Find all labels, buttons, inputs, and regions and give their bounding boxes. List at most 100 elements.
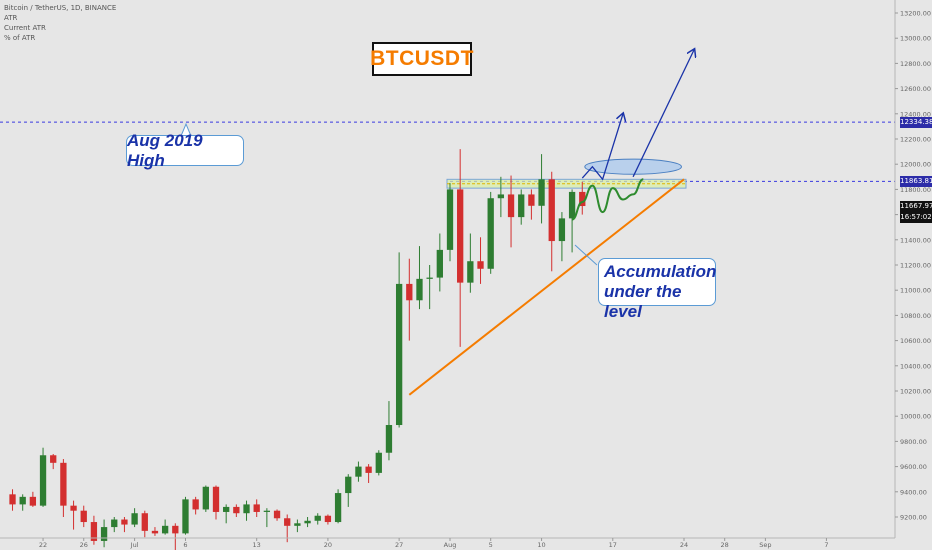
accumulation-path[interactable] <box>571 178 644 221</box>
price-tick-label: 12800.00 <box>900 60 931 68</box>
candle[interactable] <box>50 454 57 470</box>
candle[interactable] <box>385 401 393 461</box>
candle[interactable] <box>151 527 159 536</box>
candle[interactable] <box>406 258 413 341</box>
candle[interactable] <box>100 519 108 548</box>
candle[interactable] <box>39 447 47 507</box>
accumulation-line-1: Accumulation <box>604 262 717 281</box>
candle[interactable] <box>233 504 240 517</box>
candle-body <box>477 261 484 269</box>
candle[interactable] <box>446 183 454 262</box>
candle[interactable] <box>70 500 77 530</box>
candle[interactable] <box>121 517 128 533</box>
candle[interactable] <box>304 517 311 528</box>
legend-atr: ATR <box>4 14 18 22</box>
candle[interactable] <box>477 237 484 284</box>
candle[interactable] <box>9 489 16 511</box>
candle-body <box>233 506 240 514</box>
candle[interactable] <box>192 496 199 515</box>
candle[interactable] <box>172 523 179 550</box>
time-tick-label: 20 <box>324 541 332 549</box>
candle[interactable] <box>314 513 321 525</box>
aug-callout-pointer <box>180 122 192 137</box>
candle[interactable] <box>253 499 260 517</box>
candle-body <box>548 179 555 242</box>
candle[interactable] <box>19 494 26 511</box>
candle[interactable] <box>579 181 586 215</box>
candle[interactable] <box>263 508 271 528</box>
candle[interactable] <box>141 510 148 538</box>
price-axis[interactable] <box>895 0 932 550</box>
candle[interactable] <box>568 189 576 253</box>
candle[interactable] <box>416 246 423 310</box>
candle[interactable] <box>202 485 209 512</box>
price-tick-label: 12400.00 <box>900 110 931 118</box>
legend-percent-atr: % of ATR <box>4 34 36 42</box>
candle-body <box>29 496 37 506</box>
candle[interactable] <box>528 189 535 220</box>
candle-body <box>528 194 535 206</box>
accumulation-callout-pointer <box>574 244 598 266</box>
price-tick-label: 10600.00 <box>900 337 931 345</box>
candle[interactable] <box>294 519 301 533</box>
candle[interactable] <box>548 171 555 272</box>
candle[interactable] <box>212 485 220 520</box>
candle[interactable] <box>426 265 433 310</box>
candle[interactable] <box>487 191 494 274</box>
candle[interactable] <box>243 500 250 521</box>
candle[interactable] <box>558 212 566 262</box>
candle[interactable] <box>345 474 352 507</box>
aug-2019-high-callout[interactable]: Aug 2019 High <box>126 131 244 170</box>
candle-body <box>355 466 362 477</box>
candle-body <box>70 505 77 511</box>
candle-body <box>19 496 26 505</box>
countdown-tag: 16:57:02 <box>900 211 932 223</box>
candle[interactable] <box>161 519 169 535</box>
candle-body <box>273 510 281 519</box>
projection-arrow-1[interactable] <box>581 114 623 181</box>
candle[interactable] <box>60 459 67 517</box>
aug-2019-high-price-tag: 12334.38 <box>900 116 932 128</box>
candle[interactable] <box>365 464 372 483</box>
candle[interactable] <box>518 189 525 225</box>
candle[interactable] <box>223 504 230 524</box>
symbol-label: BTCUSDT <box>370 42 473 76</box>
candle[interactable] <box>497 176 505 218</box>
candle-body <box>100 527 108 541</box>
candle-body <box>385 425 393 453</box>
candle[interactable] <box>334 489 342 524</box>
candle[interactable] <box>29 491 37 507</box>
candle[interactable] <box>436 233 443 292</box>
candle[interactable] <box>131 508 138 528</box>
accumulation-callout[interactable]: Accumulation under the level <box>598 258 717 321</box>
breakout-zone-ellipse[interactable] <box>584 158 682 175</box>
candle-body <box>9 494 16 505</box>
candle[interactable] <box>538 154 545 224</box>
legend-title: Bitcoin / TetherUS, 1D, BINANCE <box>4 4 117 12</box>
candle-body <box>314 515 321 521</box>
candle[interactable] <box>467 233 474 293</box>
candle[interactable] <box>395 252 403 428</box>
ascending-trendline[interactable] <box>408 178 685 396</box>
price-tick-label: 9200.00 <box>900 514 927 522</box>
candle[interactable] <box>507 175 515 248</box>
candle-body <box>161 525 169 534</box>
time-tick-label: Sep <box>759 541 771 549</box>
price-tick-label: 11200.00 <box>900 262 931 270</box>
time-tick-label: 17 <box>609 541 617 549</box>
candle[interactable] <box>324 514 332 525</box>
projection-arrow-2[interactable] <box>632 50 694 178</box>
candle[interactable] <box>375 450 382 476</box>
candle[interactable] <box>111 517 118 533</box>
price-tick-label: 12200.00 <box>900 136 931 144</box>
candle[interactable] <box>273 509 281 521</box>
candle[interactable] <box>457 149 464 347</box>
candle[interactable] <box>80 505 87 528</box>
candle[interactable] <box>90 515 98 545</box>
candle[interactable] <box>355 461 362 482</box>
candle[interactable] <box>182 496 189 535</box>
time-tick-label: 24 <box>680 541 688 549</box>
price-tick-label: 12600.00 <box>900 85 931 93</box>
